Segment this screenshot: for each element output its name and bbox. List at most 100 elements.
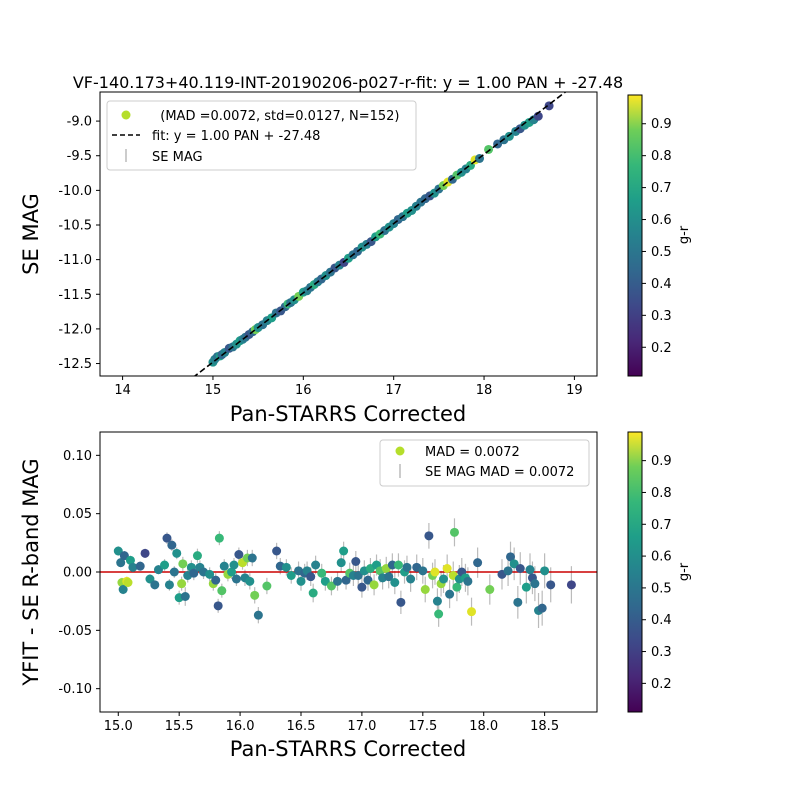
- data-point: [406, 574, 416, 584]
- data-point: [521, 582, 531, 592]
- colorbar-tick-label: 0.4: [651, 277, 672, 292]
- bottom-x-axis: 15.0 15.5 16.0 16.5 17.0 17.5 18.0 18.5: [104, 712, 559, 734]
- data-point: [135, 561, 145, 571]
- data-point: [445, 589, 455, 599]
- data-point: [546, 580, 556, 590]
- data-point: [357, 582, 367, 592]
- data-point: [540, 566, 550, 576]
- data-point: [402, 562, 412, 572]
- colorbar-tick-label: 0.6: [651, 550, 672, 565]
- colorbar-tick-label: 0.7: [651, 518, 672, 533]
- data-point: [509, 559, 519, 569]
- legend-entry-stats: (MAD =0.0072, std=0.0127, N=152): [152, 109, 400, 124]
- data-point: [119, 551, 129, 561]
- data-point: [308, 588, 318, 598]
- colorbar-tick-label: 0.3: [651, 309, 672, 324]
- data-point: [214, 533, 224, 543]
- data-point: [250, 590, 260, 600]
- x-tick-label: 18.0: [469, 719, 498, 734]
- bottom-panel: 15.0 15.5 16.0 16.5 17.0 17.5 18.0 18.5 0.10 0.0…: [19, 431, 692, 761]
- data-point: [442, 564, 452, 573]
- data-point: [229, 560, 239, 570]
- data-point: [272, 546, 282, 556]
- bottom-x-axis-label: Pan-STARRS Corrected: [230, 737, 466, 761]
- data-point: [164, 580, 174, 590]
- data-point: [537, 603, 547, 613]
- top-y-axis: -9.0 -9.5 -10.0 -10.5 -11.0 -11.5 -12.0 -12.5: [58, 115, 100, 372]
- data-point: [363, 575, 373, 585]
- data-point: [449, 527, 459, 537]
- data-point: [296, 576, 306, 586]
- data-point: [353, 571, 363, 580]
- y-tick-label: -9.5: [67, 149, 92, 164]
- data-point: [123, 578, 133, 587]
- x-tick-label: 17.0: [347, 719, 376, 734]
- data-point: [473, 558, 483, 568]
- data-point: [513, 597, 523, 607]
- data-point: [384, 572, 394, 582]
- data-point: [467, 607, 477, 617]
- y-tick-label: -10.0: [58, 184, 92, 199]
- data-point: [463, 576, 473, 586]
- colorbar-tick-label: 0.3: [651, 645, 672, 660]
- y-tick-label: -12.0: [58, 322, 92, 337]
- y-tick-label: -12.5: [58, 357, 92, 372]
- data-point: [336, 558, 346, 568]
- top-legend: (MAD =0.0072, std=0.0127, N=152) fit: y …: [106, 100, 417, 171]
- bottom-plot-area: [100, 518, 597, 628]
- legend-entry-semag: SE MAG: [152, 150, 203, 165]
- data-point: [217, 586, 227, 596]
- data-point: [396, 597, 406, 607]
- data-point: [317, 568, 327, 578]
- x-tick-label: 17.5: [408, 719, 437, 734]
- colorbar-tick-label: 0.8: [651, 149, 672, 164]
- colorbar-label: g-r: [677, 562, 692, 581]
- colorbar-tick-label: 0.5: [651, 581, 672, 596]
- data-point: [434, 609, 444, 619]
- y-tick-label: -9.0: [67, 115, 92, 130]
- y-tick-label: -10.5: [58, 218, 92, 233]
- colorbar-label: g-r: [677, 225, 692, 244]
- colorbar-tick-label: 0.9: [651, 454, 672, 469]
- legend-entry-mad: MAD = 0.0072: [425, 445, 520, 460]
- colorbar-tick-label: 0.8: [651, 486, 672, 501]
- data-point: [530, 579, 540, 589]
- data-point: [320, 576, 330, 586]
- x-tick-label: 19: [566, 383, 583, 398]
- data-point: [247, 553, 257, 563]
- colorbar-tick-label: 0.6: [651, 213, 672, 228]
- legend-box: [379, 439, 590, 487]
- bottom-y-axis: 0.10 0.05 0.00 -0.05 -0.10: [58, 449, 100, 697]
- data-point: [281, 562, 291, 572]
- legend-marker-scatter: [121, 110, 131, 120]
- data-point: [205, 569, 215, 579]
- y-tick-label: 0.10: [63, 449, 92, 464]
- x-tick-label: 18: [476, 383, 493, 398]
- data-point: [432, 596, 442, 606]
- colorbar-tick-label: 0.5: [651, 245, 672, 260]
- x-tick-label: 18.5: [530, 719, 559, 734]
- colorbar-tick-label: 0.9: [651, 117, 672, 132]
- data-point: [341, 575, 351, 585]
- data-point: [339, 546, 349, 556]
- data-point: [253, 610, 263, 620]
- top-colorbar: 0.2 0.3 0.4 0.5 0.6 0.7 0.8 0.9 g-r: [627, 94, 692, 377]
- data-point: [326, 581, 336, 591]
- data-point: [420, 585, 430, 594]
- data-point: [311, 560, 321, 570]
- data-point: [219, 561, 229, 571]
- data-point: [515, 564, 525, 573]
- x-tick-label: 16.5: [287, 719, 316, 734]
- data-point: [192, 551, 202, 561]
- colorbar-gradient: [627, 431, 643, 713]
- x-tick-label: 16: [295, 383, 312, 398]
- y-tick-label: 0.05: [63, 507, 92, 522]
- data-point: [169, 567, 179, 577]
- data-point: [503, 566, 513, 576]
- data-point: [180, 592, 190, 601]
- legend-marker-scatter: [395, 446, 405, 456]
- data-point: [452, 582, 462, 592]
- colorbar-gradient: [627, 94, 643, 377]
- data-point: [525, 565, 535, 575]
